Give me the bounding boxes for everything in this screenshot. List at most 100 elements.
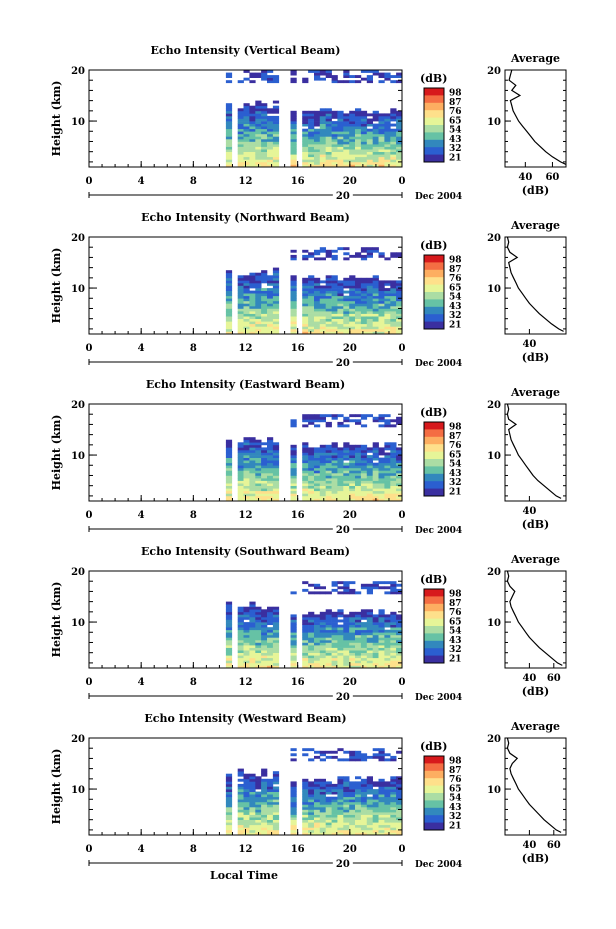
heatmap-cell <box>261 457 268 461</box>
heatmap-cell <box>390 293 397 297</box>
heatmap-cell <box>308 252 315 256</box>
heatmap-cell <box>308 485 315 489</box>
heatmap-cell <box>319 118 326 122</box>
heatmap-cell <box>343 247 350 251</box>
heatmap-cell <box>225 149 233 152</box>
heatmap-cell <box>349 295 356 299</box>
heatmap-cell <box>378 252 385 256</box>
heatmap-cell <box>337 657 344 661</box>
y-axis-label: Height (km) <box>50 582 63 658</box>
heatmap-cell <box>396 460 403 464</box>
heatmap-cell <box>349 318 356 322</box>
heatmap-cell <box>290 748 297 752</box>
date-axis-suffix: Dec 2004 <box>415 860 462 870</box>
heatmap-cell <box>384 616 391 620</box>
heatmap-cell <box>243 822 250 826</box>
heatmap-cell <box>261 796 268 800</box>
heatmap-cell <box>314 822 321 826</box>
heatmap-cell <box>349 660 356 664</box>
heatmap-cell <box>360 110 368 114</box>
heatmap-cell <box>396 282 403 286</box>
heatmap-cell <box>237 293 244 297</box>
heatmap-cell <box>349 786 356 790</box>
heatmap-cell <box>366 588 373 592</box>
heatmap-cell <box>337 634 344 638</box>
heatmap-cells <box>225 581 403 669</box>
heatmap-cell <box>272 270 280 274</box>
heatmap-cell <box>360 465 368 469</box>
heatmap-cell <box>290 118 297 122</box>
heatmap-cell <box>243 791 250 795</box>
heatmap-cell <box>325 781 332 785</box>
heatmap-cell <box>225 144 233 147</box>
heatmap-cell <box>337 141 344 145</box>
heatmap-cell <box>243 437 250 441</box>
heatmap-cell <box>308 118 315 122</box>
heatmap-cell <box>261 804 268 808</box>
heatmap-cell <box>337 115 344 119</box>
heatmap-cell <box>337 652 344 656</box>
x-tick-label: 12 <box>239 176 253 187</box>
heatmap-cell <box>349 637 356 641</box>
heatmap-cell <box>302 652 309 656</box>
heatmap-cell <box>302 323 309 327</box>
heatmap-cell <box>349 149 356 152</box>
heatmap-cell <box>249 801 256 805</box>
heatmap-cell <box>325 293 332 297</box>
heatmap-cell <box>366 642 373 646</box>
heatmap-cell <box>314 493 321 497</box>
heatmap-cell <box>249 472 256 476</box>
heatmap-cell <box>267 619 274 623</box>
heatmap-cell <box>290 619 297 623</box>
colorbar-segment <box>424 763 444 772</box>
heatmap-cell <box>378 282 385 286</box>
heatmap-cell <box>343 809 350 813</box>
heatmap-cell <box>337 131 344 135</box>
heatmap-cell <box>372 146 379 150</box>
heatmap-cell <box>261 277 268 281</box>
heatmap-cell <box>372 115 379 119</box>
heatmap-cell <box>396 121 403 124</box>
heatmap-cell <box>396 642 403 646</box>
heatmap-cell <box>243 156 250 160</box>
heatmap-cell <box>243 146 250 150</box>
heatmap-cell <box>384 488 391 492</box>
heatmap-cell <box>272 110 280 114</box>
heatmap-cell <box>360 662 368 666</box>
colorbar-tick-label: 54 <box>449 794 462 804</box>
heatmap-cell <box>261 270 268 274</box>
heatmap-cell <box>343 328 350 332</box>
heatmap-cell <box>325 624 332 628</box>
heatmap-cell <box>396 288 403 291</box>
profile-x-label: (dB) <box>522 351 549 364</box>
heatmap-cell <box>225 652 233 656</box>
heatmap-cell <box>302 624 309 628</box>
heatmap-cell <box>225 483 233 486</box>
heatmap-cell <box>319 447 326 451</box>
heatmap-cell <box>355 637 362 641</box>
heatmap-cell <box>319 650 326 653</box>
heatmap-cell <box>349 447 356 451</box>
heatmap-cell <box>225 495 233 499</box>
heatmap-cell <box>319 657 326 661</box>
heatmap-cell <box>255 465 262 469</box>
heatmap-cell <box>243 629 250 633</box>
heatmap-cell <box>314 447 321 451</box>
heatmap-cell <box>331 455 338 458</box>
heatmap-cell <box>372 637 379 641</box>
heatmap-cell <box>243 819 250 823</box>
heatmap-cell <box>267 639 274 643</box>
heatmap-cell <box>314 755 321 759</box>
heatmap-cell <box>237 624 244 628</box>
heatmap-cell <box>255 778 262 782</box>
heatmap-cell <box>272 804 280 808</box>
heatmap-cell <box>243 783 250 787</box>
heatmap-cell <box>378 447 385 451</box>
heatmap-cell <box>225 72 233 76</box>
heatmap-cell <box>249 809 256 813</box>
heatmap-cell <box>302 308 309 312</box>
heatmap-cell <box>290 796 297 800</box>
heatmap-cell <box>225 776 233 780</box>
heatmap-cell <box>349 328 356 332</box>
heatmap-cell <box>360 817 368 820</box>
